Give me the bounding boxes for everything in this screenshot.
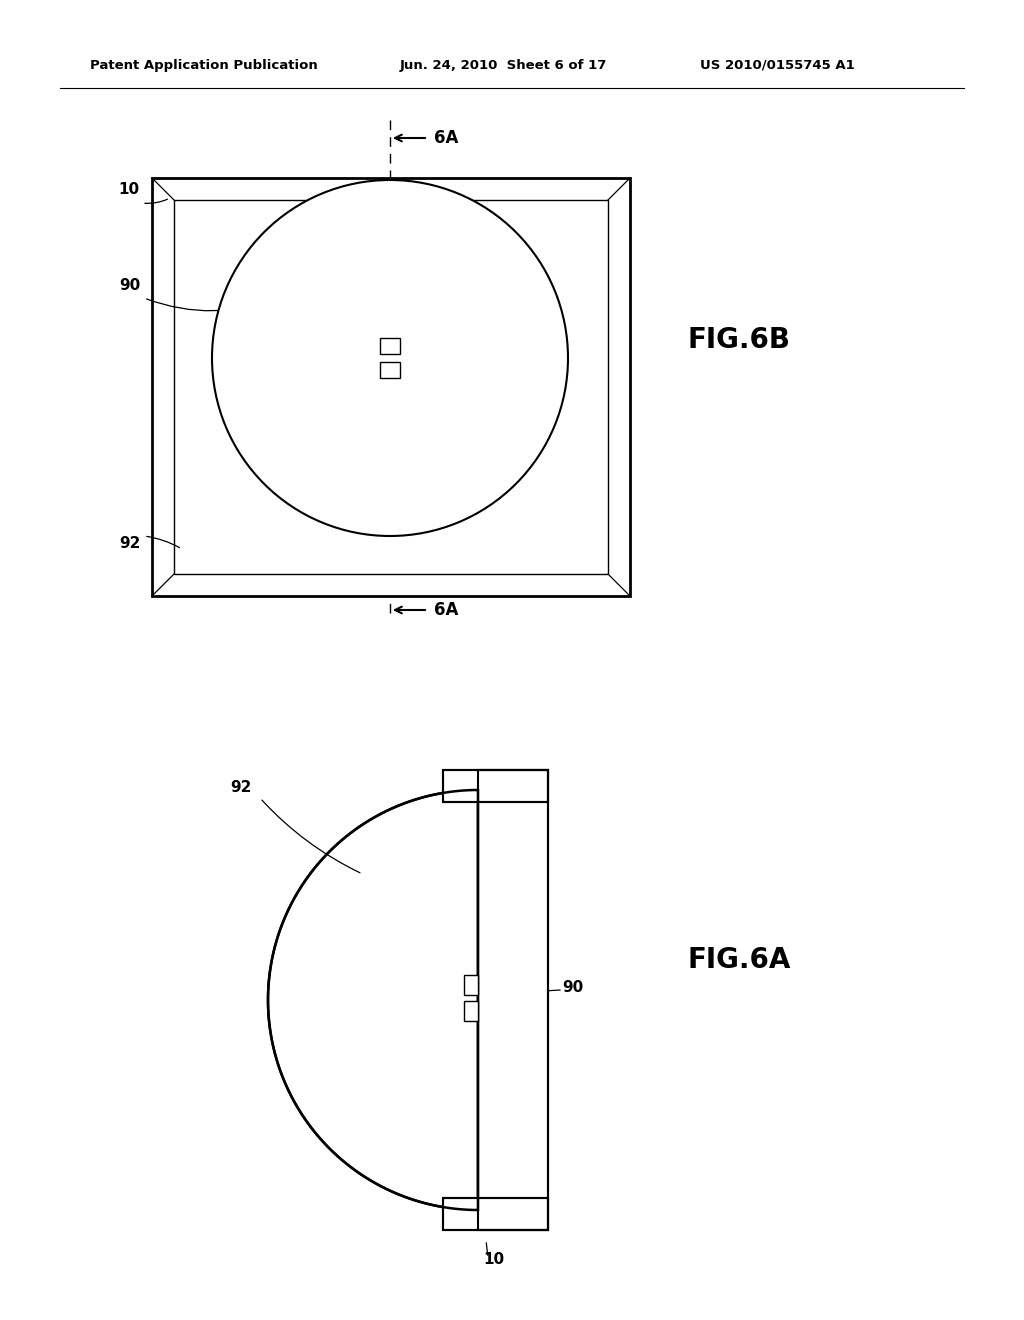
Bar <box>478 770 548 1230</box>
Bar <box>443 1199 548 1230</box>
Text: FIG.6A: FIG.6A <box>688 946 792 974</box>
Text: 6A: 6A <box>434 601 459 619</box>
Bar <box>380 362 400 378</box>
Text: Patent Application Publication: Patent Application Publication <box>90 58 317 71</box>
Text: FIG.6B: FIG.6B <box>688 326 791 354</box>
Bar <box>478 770 548 1230</box>
Bar <box>443 770 548 803</box>
Bar <box>443 1199 548 1230</box>
Bar <box>174 201 608 574</box>
Bar <box>443 1199 548 1230</box>
Bar <box>464 975 478 995</box>
Bar <box>443 770 548 803</box>
Bar <box>443 770 548 803</box>
Text: 92: 92 <box>230 780 251 796</box>
Bar <box>380 338 400 354</box>
Bar <box>478 770 548 1230</box>
Bar <box>152 178 630 597</box>
Text: 6A: 6A <box>434 129 459 147</box>
Text: US 2010/0155745 A1: US 2010/0155745 A1 <box>700 58 855 71</box>
Text: 90: 90 <box>562 981 584 995</box>
Polygon shape <box>268 789 478 1210</box>
Circle shape <box>212 180 568 536</box>
Bar <box>464 1001 478 1020</box>
Text: 92: 92 <box>120 536 140 552</box>
Text: 90: 90 <box>120 279 140 293</box>
Text: 10: 10 <box>483 1253 504 1267</box>
Text: Jun. 24, 2010  Sheet 6 of 17: Jun. 24, 2010 Sheet 6 of 17 <box>400 58 607 71</box>
Text: 10: 10 <box>119 182 139 198</box>
